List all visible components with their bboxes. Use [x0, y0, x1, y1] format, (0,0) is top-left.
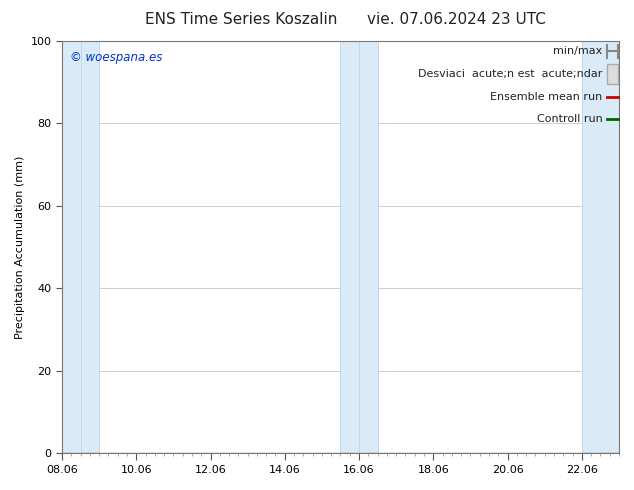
Bar	[607, 64, 618, 84]
Bar	[582, 41, 619, 453]
Text: vie. 07.06.2024 23 UTC: vie. 07.06.2024 23 UTC	[367, 12, 546, 27]
Y-axis label: Precipitation Accumulation (mm): Precipitation Accumulation (mm)	[15, 155, 25, 339]
Bar	[81, 41, 99, 453]
Bar	[62, 41, 81, 453]
Text: © woespana.es: © woespana.es	[70, 51, 163, 64]
Text: min/max: min/max	[553, 47, 602, 56]
Bar	[340, 41, 359, 453]
Bar	[359, 41, 378, 453]
Text: Ensemble mean run: Ensemble mean run	[490, 92, 602, 102]
Text: Desviaci  acute;n est  acute;ndar: Desviaci acute;n est acute;ndar	[418, 69, 602, 79]
Text: ENS Time Series Koszalin: ENS Time Series Koszalin	[145, 12, 337, 27]
Text: Controll run: Controll run	[536, 114, 602, 124]
